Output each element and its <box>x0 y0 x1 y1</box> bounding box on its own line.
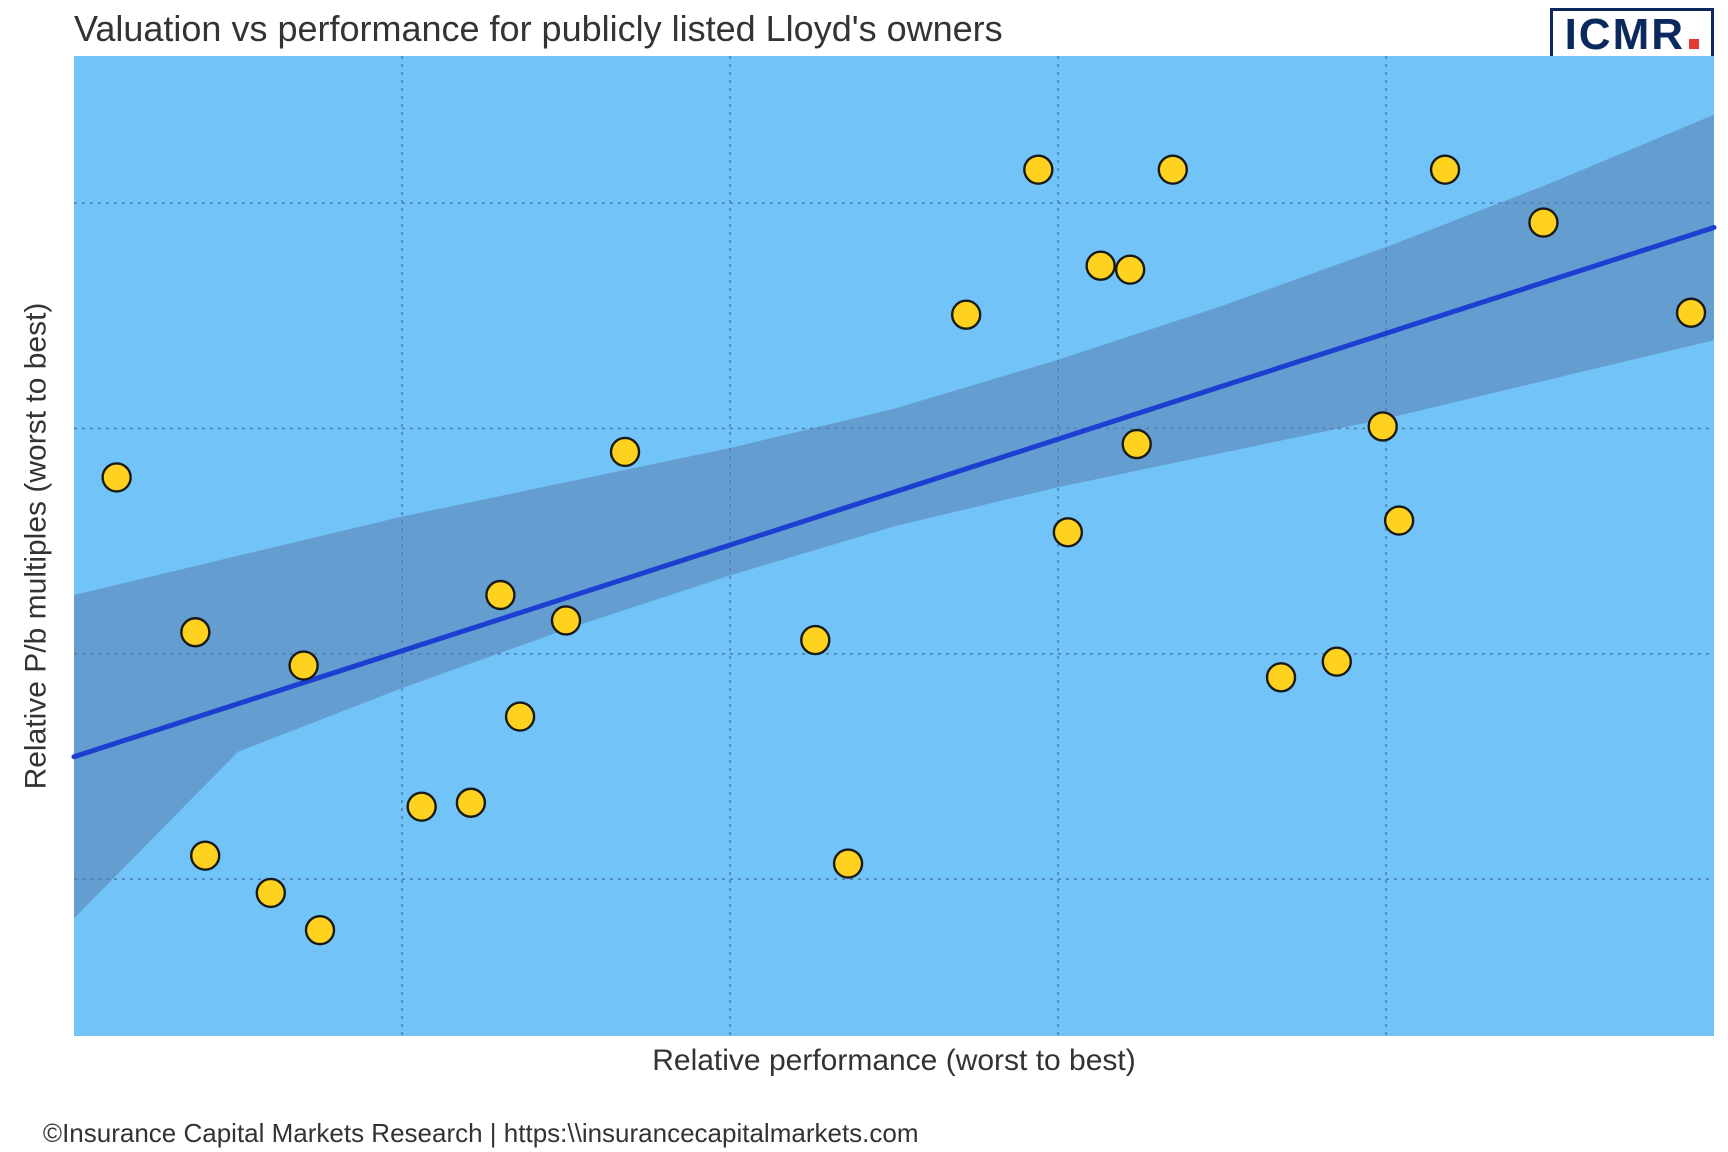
scatter-point <box>103 463 131 491</box>
footer-attribution: ©Insurance Capital Markets Research | ht… <box>14 1084 1042 1152</box>
scatter-point <box>191 842 219 870</box>
brand-logo: ICMR <box>1550 8 1714 62</box>
scatter-point <box>1431 156 1459 184</box>
brand-logo-text: ICMR <box>1565 13 1685 57</box>
scatter-point <box>834 850 862 878</box>
scatter-point <box>1087 252 1115 280</box>
scatter-point <box>257 879 285 907</box>
scatter-point <box>506 703 534 731</box>
scatter-point <box>1529 209 1557 237</box>
scatter-point <box>611 438 639 466</box>
scatter-point <box>1054 518 1082 546</box>
chart-title: Valuation vs performance for publicly li… <box>74 8 1003 50</box>
scatter-point <box>1267 663 1295 691</box>
scatter-point <box>408 793 436 821</box>
scatter-point <box>1123 430 1151 458</box>
scatter-point <box>306 916 334 944</box>
scatter-point <box>552 606 580 634</box>
scatter-point <box>181 618 209 646</box>
chart-container: Valuation vs performance for publicly li… <box>0 0 1728 1152</box>
scatter-point <box>290 652 318 680</box>
y-axis-label-wrap: Relative P/b multiples (worst to best) <box>6 56 66 1036</box>
scatter-point <box>1024 156 1052 184</box>
scatter-point <box>1116 256 1144 284</box>
scatter-point <box>1159 156 1187 184</box>
scatter-point <box>1369 412 1397 440</box>
scatter-plot <box>74 56 1714 1036</box>
footer-line-1: ©Insurance Capital Markets Research | ht… <box>43 1118 919 1148</box>
scatter-point <box>1385 507 1413 535</box>
x-axis-label: Relative performance (worst to best) <box>74 1044 1714 1078</box>
scatter-point <box>1677 299 1705 327</box>
scatter-point <box>952 301 980 329</box>
scatter-point <box>486 581 514 609</box>
y-axis-label: Relative P/b multiples (worst to best) <box>19 303 53 790</box>
scatter-point <box>1323 648 1351 676</box>
scatter-point <box>457 789 485 817</box>
scatter-point <box>801 626 829 654</box>
brand-logo-dot-icon <box>1689 39 1699 49</box>
